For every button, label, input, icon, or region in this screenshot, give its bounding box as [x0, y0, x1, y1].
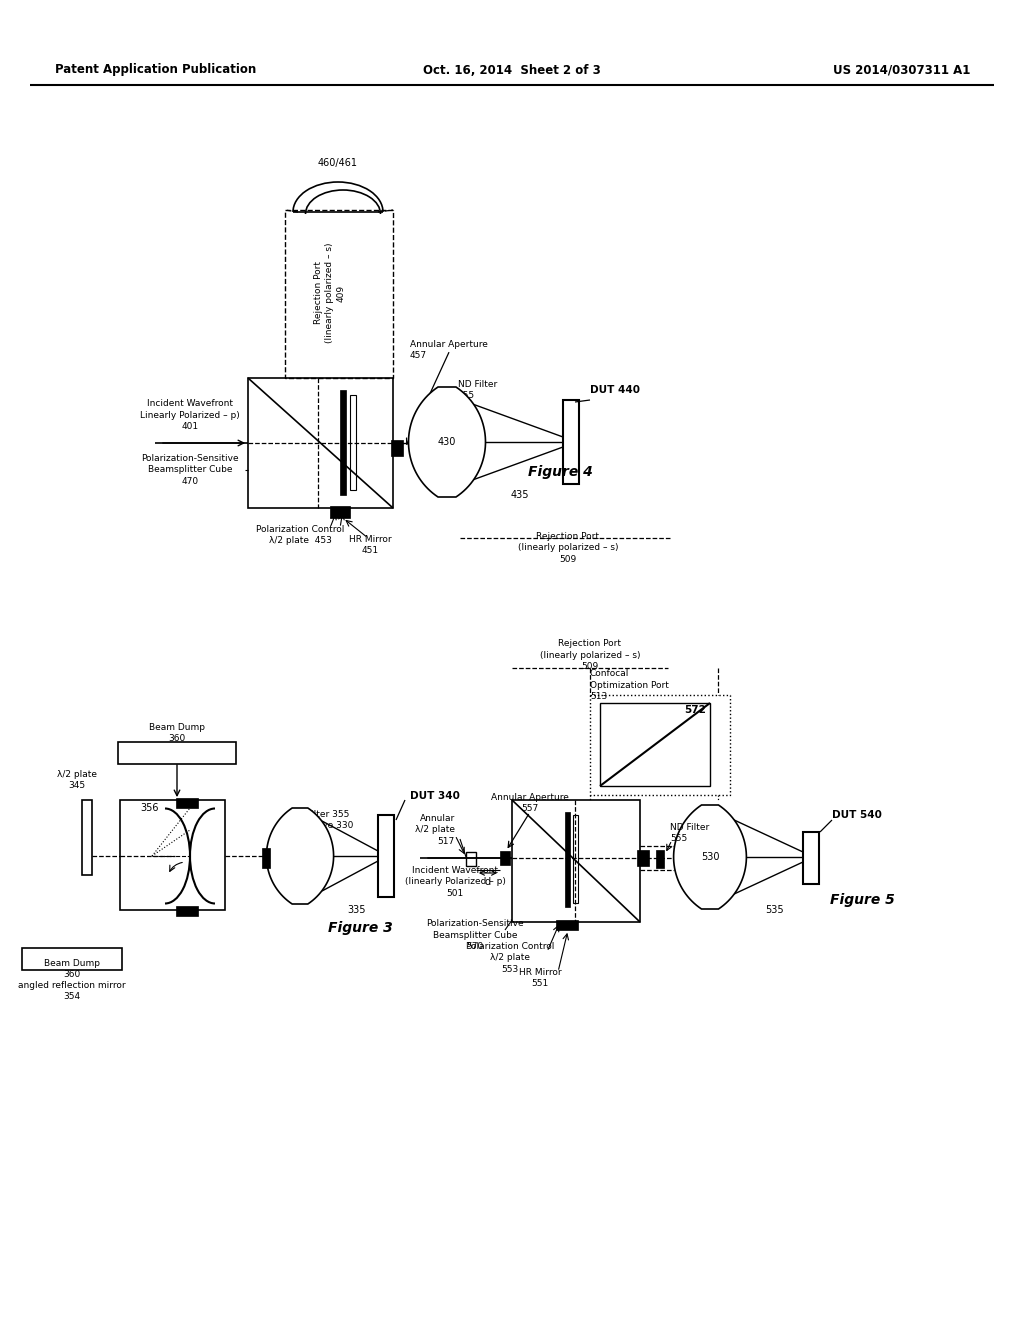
- Bar: [512, 800, 640, 921]
- Text: Oct. 16, 2014  Sheet 2 of 3: Oct. 16, 2014 Sheet 2 of 3: [423, 63, 601, 77]
- Bar: [600, 704, 710, 785]
- Bar: [565, 812, 570, 907]
- Text: Beam Dump
360
angled reflection mirror
354: Beam Dump 360 angled reflection mirror 3…: [18, 958, 126, 1001]
- Text: 460/461: 460/461: [318, 158, 358, 168]
- Polygon shape: [266, 808, 334, 904]
- Text: Incident Wavefront
Linearly Polarized – p)
401: Incident Wavefront Linearly Polarized – …: [140, 400, 240, 430]
- Text: Polarization Control
λ/2 plate  453: Polarization Control λ/2 plate 453: [256, 525, 344, 545]
- Bar: [466, 851, 476, 866]
- Bar: [340, 389, 346, 495]
- Text: DUT 340: DUT 340: [410, 791, 460, 801]
- Bar: [556, 920, 578, 931]
- Text: Annular Aperture
557: Annular Aperture 557: [492, 793, 569, 813]
- Bar: [262, 847, 270, 869]
- Text: HR Mirror
551: HR Mirror 551: [519, 968, 561, 989]
- Text: ND Filter
455: ND Filter 455: [458, 380, 498, 400]
- Bar: [120, 800, 225, 909]
- Text: 572: 572: [684, 705, 706, 715]
- Text: Figure 4: Figure 4: [528, 465, 593, 479]
- Bar: [378, 814, 394, 898]
- Text: US 2014/0307311 A1: US 2014/0307311 A1: [833, 63, 970, 77]
- Bar: [330, 506, 350, 517]
- Text: Figure 3: Figure 3: [328, 921, 392, 935]
- Text: Polarization Control
λ/2 plate
553: Polarization Control λ/2 plate 553: [466, 942, 554, 974]
- Text: λ/2 plate
345: λ/2 plate 345: [57, 770, 97, 791]
- Text: 335: 335: [348, 906, 367, 915]
- Bar: [563, 400, 579, 484]
- Text: d: d: [485, 876, 492, 887]
- Text: Polarization-Sensitive
Beamsplitter Cube
570: Polarization-Sensitive Beamsplitter Cube…: [426, 920, 524, 950]
- Text: Incident Wavefront
(linearly Polarized – p)
501: Incident Wavefront (linearly Polarized –…: [404, 866, 506, 898]
- Text: Rejection Port
(linearly polarized – s)
509: Rejection Port (linearly polarized – s) …: [540, 639, 640, 671]
- Text: Rejection Port
(linearly polarized – s)
509: Rejection Port (linearly polarized – s) …: [518, 532, 618, 564]
- Polygon shape: [674, 805, 746, 909]
- Text: 356: 356: [140, 803, 160, 813]
- Bar: [500, 851, 510, 865]
- Bar: [285, 210, 393, 378]
- Bar: [248, 378, 393, 508]
- Text: ND Filter
555: ND Filter 555: [670, 822, 710, 843]
- Bar: [637, 850, 649, 866]
- Bar: [573, 814, 578, 903]
- Text: Annular Aperture
457: Annular Aperture 457: [410, 341, 487, 360]
- Text: 535: 535: [766, 906, 784, 915]
- Bar: [176, 799, 198, 808]
- Polygon shape: [409, 387, 485, 498]
- Bar: [82, 800, 92, 875]
- Text: HR Mirror
451: HR Mirror 451: [349, 535, 391, 554]
- Text: Annular
λ/2 plate
517: Annular λ/2 plate 517: [415, 814, 455, 846]
- Bar: [350, 395, 356, 490]
- Text: DUT 440: DUT 440: [590, 385, 640, 395]
- Text: Figure 5: Figure 5: [830, 894, 895, 907]
- Text: Rejection Port
(linearly polarized – s)
409: Rejection Port (linearly polarized – s) …: [314, 243, 346, 343]
- Text: 430: 430: [438, 437, 456, 447]
- Text: Beam Dump
360: Beam Dump 360: [150, 723, 205, 743]
- Text: 530: 530: [700, 851, 719, 862]
- Text: Patent Application Publication: Patent Application Publication: [55, 63, 256, 77]
- Bar: [803, 832, 819, 884]
- Bar: [656, 850, 664, 869]
- Text: 435: 435: [511, 490, 529, 500]
- Text: Confocal
Optimization Port
513: Confocal Optimization Port 513: [590, 669, 669, 701]
- Text: Polarization-Sensitive
Beamsplitter Cube
470: Polarization-Sensitive Beamsplitter Cube…: [141, 454, 239, 486]
- Bar: [118, 742, 236, 764]
- Bar: [22, 948, 122, 970]
- Text: ND Filter 355
Objective 330: ND Filter 355 Objective 330: [290, 810, 353, 830]
- Text: DUT 540: DUT 540: [831, 810, 882, 820]
- Bar: [590, 696, 730, 795]
- Bar: [391, 440, 403, 455]
- Bar: [176, 906, 198, 916]
